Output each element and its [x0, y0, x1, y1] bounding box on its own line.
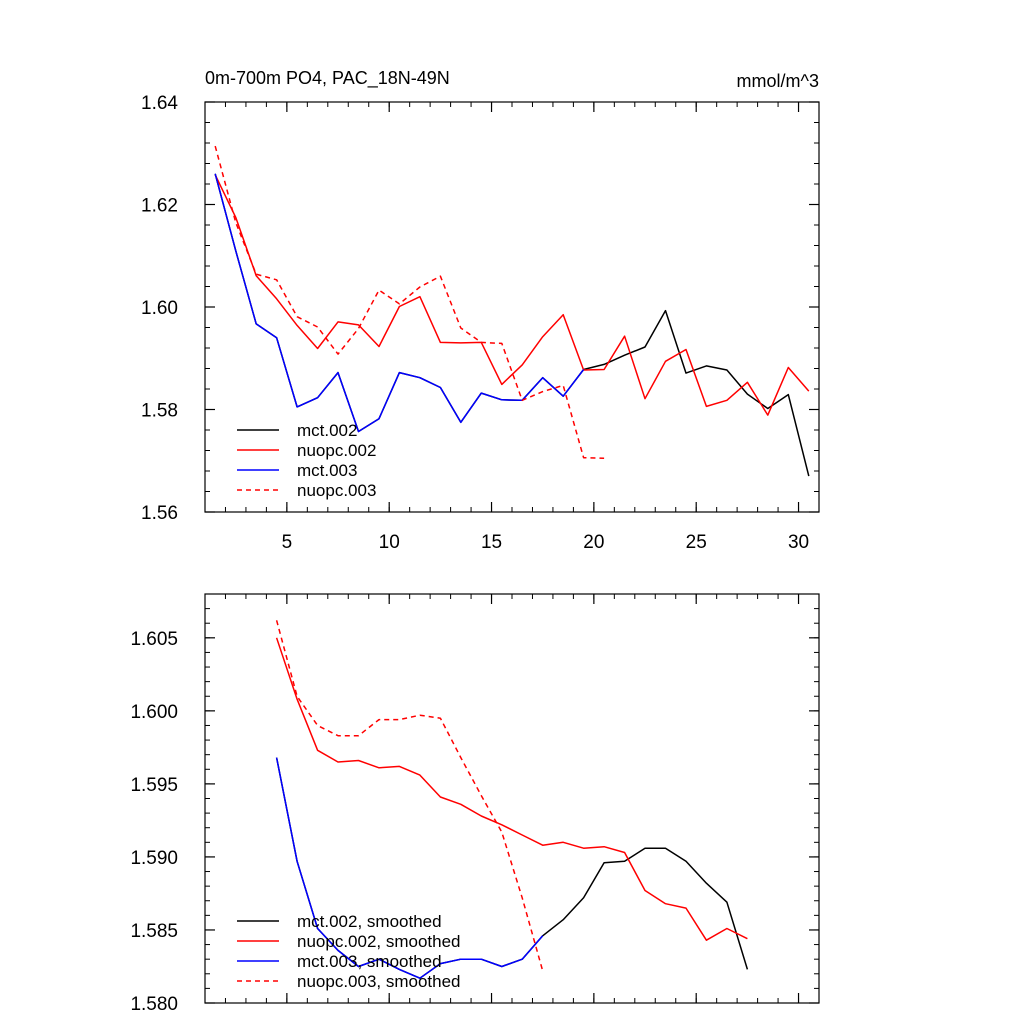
top-panel: 5 10 15 20 25 301.561.581.601.621.64mct.002nu… — [141, 93, 820, 553]
legend-label: mct.003, smoothed — [297, 952, 442, 971]
series-line-nuopc-003-smoothed — [275, 620, 544, 972]
legend-label: mct.002 — [297, 421, 357, 440]
series-line-mct-003-smoothed — [275, 757, 544, 979]
x-tick-label: 20 — [583, 532, 604, 553]
y-tick-label: 1.60 — [141, 298, 178, 319]
units-label: mmol/m^3 — [737, 71, 819, 91]
x-tick-label: 25 — [686, 532, 707, 553]
series-line-mct-003 — [214, 173, 585, 433]
x-tick-label: 5 — [282, 532, 293, 553]
series-line-nuopc-003 — [214, 145, 605, 459]
y-tick-label: 1.605 — [130, 629, 178, 650]
chart-title: 0m-700m PO4, PAC_18N-49N — [205, 68, 450, 89]
series-line-nuopc-002 — [214, 174, 810, 416]
x-tick-label: 15 — [481, 532, 502, 553]
y-tick-label: 1.595 — [130, 775, 178, 796]
y-tick-label: 1.590 — [130, 848, 178, 869]
legend-label: nuopc.002 — [297, 441, 376, 460]
y-tick-label: 1.580 — [130, 994, 178, 1015]
legend-label: nuopc.002, smoothed — [297, 932, 461, 951]
legend-label: nuopc.003 — [297, 481, 376, 500]
x-tick-label: 10 — [379, 532, 400, 553]
legend-label: nuopc.003, smoothed — [297, 972, 461, 991]
y-tick-label: 1.62 — [141, 196, 178, 217]
y-tick-label: 1.58 — [141, 401, 178, 422]
legend-label: mct.002, smoothed — [297, 912, 442, 931]
bottom-panel: 1.580 1.585 1.590 1.595 1.600 1.605 mct.002, s… — [130, 593, 820, 1015]
y-tick-label: 1.64 — [141, 93, 178, 114]
y-tick-label: 1.585 — [130, 921, 178, 942]
series-line-nuopc-002-smoothed — [275, 637, 748, 941]
y-tick-label: 1.600 — [130, 702, 178, 723]
y-tick-label: 1.56 — [141, 503, 178, 524]
legend-label: mct.003 — [297, 461, 357, 480]
x-tick-label: 30 — [788, 532, 809, 553]
